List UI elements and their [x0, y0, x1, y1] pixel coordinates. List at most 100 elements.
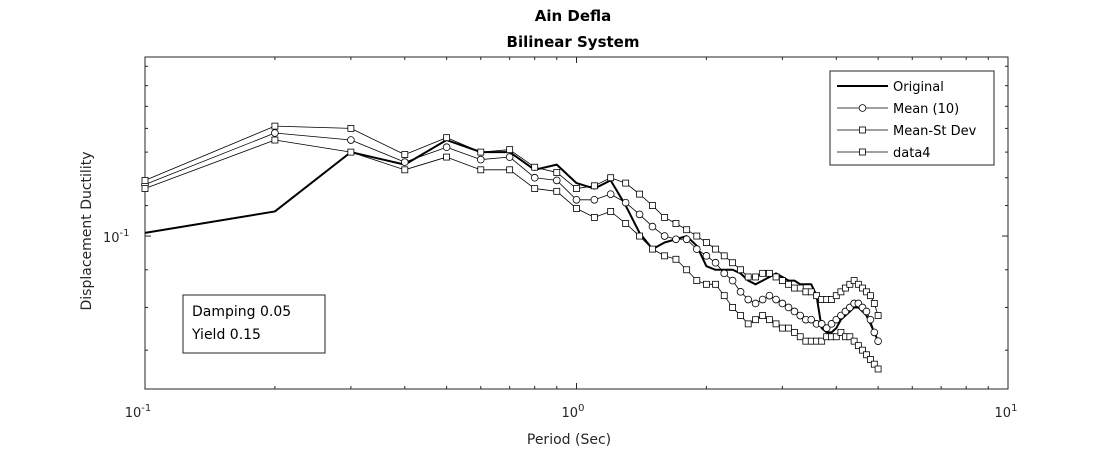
data-point [772, 320, 780, 328]
data-point [766, 269, 773, 277]
data-point [672, 255, 680, 263]
chart-title: Ain Defla [535, 7, 612, 25]
y-tick-labels: 10-1 [103, 228, 130, 246]
data-point [828, 296, 835, 303]
data-point [752, 273, 759, 281]
data-point [790, 307, 799, 316]
data-point [442, 143, 451, 152]
legend-item-3: Mean-St Dev [837, 124, 977, 139]
data-point [443, 153, 451, 161]
annotation-frame [182, 294, 326, 354]
data-point [693, 277, 701, 285]
data-point [846, 333, 854, 341]
data-point [751, 299, 760, 308]
data-point [837, 328, 845, 336]
data-point [712, 280, 719, 288]
data-point [850, 337, 858, 345]
data-point [796, 333, 804, 341]
data-point [347, 136, 355, 144]
data-point [870, 360, 878, 368]
data-point [807, 315, 816, 324]
legend-marker [859, 148, 866, 156]
data-point [683, 226, 691, 234]
data-point [832, 292, 840, 300]
legend-label: data4 [893, 146, 931, 161]
data-point [720, 292, 728, 300]
data-point [682, 235, 691, 244]
legend-label: Original [893, 80, 944, 95]
data-point [141, 185, 149, 192]
data-point [573, 205, 580, 212]
data-point [590, 182, 598, 190]
data-point [683, 266, 691, 274]
data-point [552, 176, 561, 185]
chart-subtitle: Bilinear System [507, 33, 640, 51]
data-point [401, 151, 409, 158]
data-point [531, 163, 539, 171]
data-point [649, 202, 656, 209]
data-point [661, 252, 668, 260]
data-point [744, 295, 753, 304]
data-point [400, 158, 409, 166]
data-point [778, 299, 787, 308]
data-point [870, 328, 879, 337]
data-point [827, 320, 836, 328]
data-point [729, 304, 736, 311]
series-2 [141, 129, 882, 345]
data-point [720, 252, 728, 260]
data-point [759, 269, 767, 277]
legend-item-2: Mean (10) [837, 102, 959, 117]
data-point [842, 284, 849, 292]
data-point [785, 324, 792, 332]
data-point [729, 259, 736, 267]
data-point [572, 195, 581, 204]
data-point [661, 214, 668, 221]
data-point [870, 300, 878, 307]
x-tick-label-2: 100 [562, 403, 585, 421]
data-point [854, 342, 862, 350]
legend: Original Mean (10) Mean-St Dev data4 [829, 70, 995, 166]
data-point [553, 187, 561, 195]
x-tick-label-3: 101 [995, 403, 1018, 421]
annotation-box: Damping 0.05 Yield 0.15 [182, 294, 326, 354]
data-point [832, 333, 840, 341]
data-point [854, 280, 862, 288]
data-point [622, 220, 630, 227]
data-point [846, 280, 854, 288]
legend-marker [858, 104, 867, 112]
data-point [622, 179, 630, 187]
data-point [791, 284, 798, 292]
annotation-damping: Damping 0.05 [192, 304, 291, 320]
data-point [660, 232, 669, 240]
annotation-yield: Yield 0.15 [191, 327, 261, 343]
y-tick-label-1: 10-1 [103, 228, 130, 246]
data-point [553, 169, 561, 176]
data-point [590, 195, 599, 204]
data-point [822, 324, 831, 332]
series-4 [141, 122, 882, 319]
data-point [778, 324, 786, 332]
data-point [672, 220, 680, 227]
data-point [737, 312, 744, 319]
data-point [347, 124, 355, 132]
data-point [607, 174, 615, 182]
data-point [692, 245, 701, 253]
data-point [785, 280, 792, 288]
data-point [867, 356, 874, 363]
legend-label: Mean-St Dev [893, 124, 977, 139]
data-point [866, 315, 875, 324]
data-point [832, 315, 841, 324]
data-point [712, 245, 719, 253]
data-point [791, 328, 798, 336]
y-axis-label: Displacement Ductility [79, 152, 95, 311]
data-point [752, 316, 759, 324]
data-point [477, 166, 485, 174]
data-point [813, 292, 820, 300]
data-point [476, 155, 485, 164]
data-point [874, 365, 882, 373]
legend-item-1: Original [837, 80, 944, 95]
data-point [711, 258, 720, 267]
data-point [818, 337, 826, 345]
